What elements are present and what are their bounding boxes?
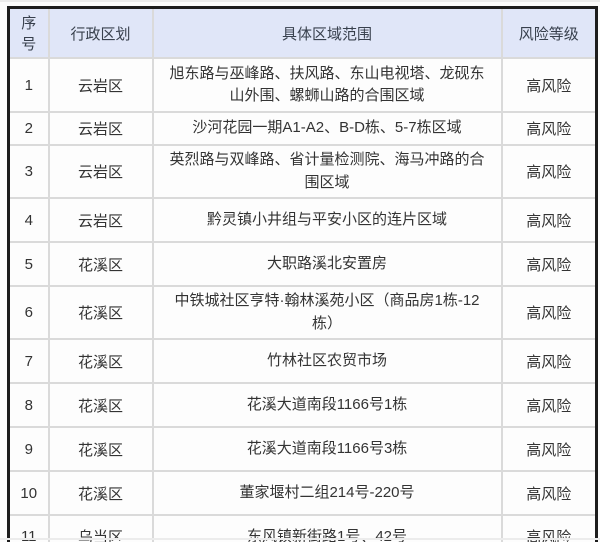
cell-serial: 5 bbox=[7, 241, 50, 287]
cell-serial: 1 bbox=[7, 57, 50, 113]
header-cell-risk: 风险等级 bbox=[500, 6, 598, 59]
cell-risk: 高风险 bbox=[500, 241, 598, 287]
cell-area: 董家堰村二组214号-220号 bbox=[151, 470, 503, 516]
table-row: 3 云岩区 英烈路与双峰路、省计量检测院、海马冲路的合围区域 高风险 bbox=[7, 144, 598, 199]
cell-area: 沙河花园一期A1-A2、B-D栋、5-7栋区域 bbox=[151, 111, 503, 146]
risk-area-table: 序号 行政区划 具体区域范围 风险等级 1 云岩区 旭东路与巫峰路、扶风路、东山… bbox=[7, 6, 598, 542]
header-cell-district: 行政区划 bbox=[47, 6, 154, 59]
table-row: 10 花溪区 董家堰村二组214号-220号 高风险 bbox=[7, 470, 598, 516]
cell-risk: 高风险 bbox=[500, 111, 598, 146]
cell-risk: 高风险 bbox=[500, 144, 598, 199]
cell-area: 中铁城社区亨特·翰林溪苑小区（商品房1栋-12栋） bbox=[151, 285, 503, 340]
cell-district: 花溪区 bbox=[47, 338, 154, 384]
cell-serial: 4 bbox=[7, 197, 50, 243]
cell-risk: 高风险 bbox=[500, 57, 598, 113]
table-row: 1 云岩区 旭东路与巫峰路、扶风路、东山电视塔、龙砚东山外围、螺蛳山路的合围区域… bbox=[7, 57, 598, 113]
cell-area: 黔灵镇小井组与平安小区的连片区域 bbox=[151, 197, 503, 243]
cell-district: 花溪区 bbox=[47, 426, 154, 472]
cell-serial: 2 bbox=[7, 111, 50, 146]
cell-district: 云岩区 bbox=[47, 57, 154, 113]
cell-risk: 高风险 bbox=[500, 426, 598, 472]
cell-district: 云岩区 bbox=[47, 197, 154, 243]
cell-district: 花溪区 bbox=[47, 241, 154, 287]
table-row: 4 云岩区 黔灵镇小井组与平安小区的连片区域 高风险 bbox=[7, 197, 598, 243]
cell-district: 花溪区 bbox=[47, 285, 154, 340]
cell-area: 花溪大道南段1166号3栋 bbox=[151, 426, 503, 472]
cell-district: 花溪区 bbox=[47, 470, 154, 516]
table-row: 5 花溪区 大职路溪北安置房 高风险 bbox=[7, 241, 598, 287]
cell-district: 云岩区 bbox=[47, 111, 154, 146]
cell-risk: 高风险 bbox=[500, 197, 598, 243]
top-edge-divider bbox=[0, 0, 600, 2]
cell-area: 竹林社区农贸市场 bbox=[151, 338, 503, 384]
bottom-edge-divider bbox=[0, 538, 600, 540]
cell-serial: 6 bbox=[7, 285, 50, 340]
table-row: 7 花溪区 竹林社区农贸市场 高风险 bbox=[7, 338, 598, 384]
cell-risk: 高风险 bbox=[500, 382, 598, 428]
cell-risk: 高风险 bbox=[500, 470, 598, 516]
header-cell-area: 具体区域范围 bbox=[151, 6, 503, 59]
cell-serial: 9 bbox=[7, 426, 50, 472]
cell-district: 云岩区 bbox=[47, 144, 154, 199]
cell-area: 英烈路与双峰路、省计量检测院、海马冲路的合围区域 bbox=[151, 144, 503, 199]
cell-serial: 8 bbox=[7, 382, 50, 428]
table-row: 9 花溪区 花溪大道南段1166号3栋 高风险 bbox=[7, 426, 598, 472]
cell-risk: 高风险 bbox=[500, 514, 598, 542]
cell-area: 花溪大道南段1166号1栋 bbox=[151, 382, 503, 428]
cell-serial: 3 bbox=[7, 144, 50, 199]
cell-risk: 高风险 bbox=[500, 338, 598, 384]
cell-serial: 10 bbox=[7, 470, 50, 516]
header-cell-serial: 序号 bbox=[7, 6, 50, 59]
cell-district: 花溪区 bbox=[47, 382, 154, 428]
cell-risk: 高风险 bbox=[500, 285, 598, 340]
table-row: 2 云岩区 沙河花园一期A1-A2、B-D栋、5-7栋区域 高风险 bbox=[7, 111, 598, 146]
cell-area: 旭东路与巫峰路、扶风路、东山电视塔、龙砚东山外围、螺蛳山路的合围区域 bbox=[151, 57, 503, 113]
cell-area: 大职路溪北安置房 bbox=[151, 241, 503, 287]
table-row: 6 花溪区 中铁城社区亨特·翰林溪苑小区（商品房1栋-12栋） 高风险 bbox=[7, 285, 598, 340]
table-row: 8 花溪区 花溪大道南段1166号1栋 高风险 bbox=[7, 382, 598, 428]
cell-serial: 7 bbox=[7, 338, 50, 384]
header-row: 序号 行政区划 具体区域范围 风险等级 bbox=[7, 6, 598, 59]
